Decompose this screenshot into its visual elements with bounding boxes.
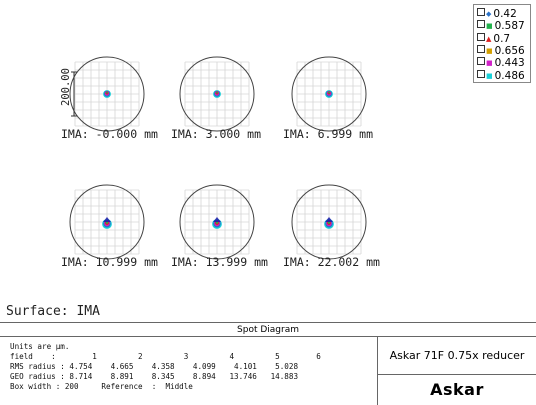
stats-rms-row: RMS radius : 4.754 4.665 4.358 4.099 4.1…	[10, 362, 299, 371]
legend-marker-icon: ■	[486, 22, 493, 31]
field-label: IMA: 10.999 mm	[61, 255, 158, 269]
airy-disk-circle	[291, 184, 367, 260]
legend-marker-icon: ■	[486, 59, 493, 68]
title-block: Askar 71F 0.75x reducer Askar	[377, 337, 536, 405]
legend-item: ■ 0.656	[477, 44, 525, 57]
legend-item: ◆ 0.42	[477, 8, 517, 20]
legend-swatch-icon	[477, 44, 485, 53]
spot-panel: IMA: 3.000 mm	[171, 56, 261, 141]
spot-diagram-plot: IMA: -0.000 mm IMA: 3.000 mm IMA: 6.999 mm…	[60, 56, 380, 269]
airy-disk-circle	[291, 56, 367, 132]
airy-disk-circle	[179, 184, 255, 260]
spot-panel: IMA: 10.999 mm	[61, 184, 158, 269]
info-panel: Spot Diagram Units are µm. field : 1 2 3…	[0, 322, 536, 405]
stats-table: Units are µm. field : 1 2 3 4 5 6 RMS ra…	[10, 342, 321, 392]
legend-marker-icon: ▲	[486, 34, 492, 43]
field-label: IMA: 22.002 mm	[283, 255, 380, 269]
scale-label: 200.00	[60, 68, 72, 106]
spot-panel: IMA: -0.000 mm	[61, 56, 158, 141]
airy-disk-circle	[69, 56, 145, 132]
spot-cluster	[328, 91, 330, 94]
spot-cluster	[103, 217, 111, 222]
legend-swatch-icon	[477, 57, 485, 66]
legend-swatch-icon	[477, 20, 485, 29]
wavelength-legend: ◆ 0.42 ■ 0.587 ▲ 0.7 ■ 0.656 ■ 0.443 ■ 0.486	[473, 4, 531, 83]
legend-marker-icon: ■	[486, 46, 493, 55]
legend-item: ■ 0.587	[477, 20, 525, 32]
stats-geo-row: GEO radius : 8.714 8.891 8.345 8.894 13.…	[10, 372, 299, 381]
legend-swatch-icon	[477, 32, 485, 41]
surface-label: Surface: IMA	[6, 304, 100, 319]
spot-cluster	[213, 217, 221, 222]
legend-item: ■ 0.486	[477, 69, 525, 82]
legend-marker-icon: ◆	[486, 10, 492, 18]
stats-units: Units are µm.	[10, 342, 70, 351]
spot-cluster	[327, 221, 331, 224]
lens-title: Askar 71F 0.75x reducer	[378, 337, 536, 375]
spot-panel: IMA: 22.002 mm	[283, 184, 380, 269]
spot-cluster	[106, 91, 108, 94]
legend-item: ▲ 0.7	[477, 32, 511, 45]
field-label: IMA: 3.000 mm	[171, 127, 261, 141]
spot-panel: IMA: 6.999 mm	[283, 56, 373, 141]
legend-item: ■ 0.443	[477, 57, 525, 69]
spot-cluster	[215, 221, 219, 224]
legend-label: 0.486	[494, 69, 525, 82]
brand-logo: Askar	[430, 380, 484, 399]
spot-cluster	[216, 91, 218, 94]
legend-swatch-icon	[477, 69, 485, 78]
airy-disk-circle	[179, 56, 255, 132]
legend-swatch-icon	[477, 8, 485, 16]
spot-cluster	[325, 217, 333, 222]
legend-label: 0.42	[493, 8, 517, 20]
field-label: IMA: 6.999 mm	[283, 127, 373, 141]
airy-disk-circle	[69, 184, 145, 260]
field-label: IMA: -0.000 mm	[61, 127, 158, 141]
spot-panel: IMA: 13.999 mm	[171, 184, 268, 269]
stats-box-row: Box width : 200 Reference : Middle	[10, 382, 193, 391]
spot-cluster	[105, 221, 109, 224]
legend-marker-icon: ■	[486, 71, 493, 80]
legend-label: 0.443	[494, 57, 525, 70]
legend-label: 0.656	[494, 44, 525, 57]
panel-title: Spot Diagram	[0, 323, 536, 337]
legend-label: 0.7	[493, 32, 511, 45]
stats-field-row: field : 1 2 3 4 5 6	[10, 352, 321, 361]
field-label: IMA: 13.999 mm	[171, 255, 268, 269]
legend-label: 0.587	[494, 20, 525, 33]
